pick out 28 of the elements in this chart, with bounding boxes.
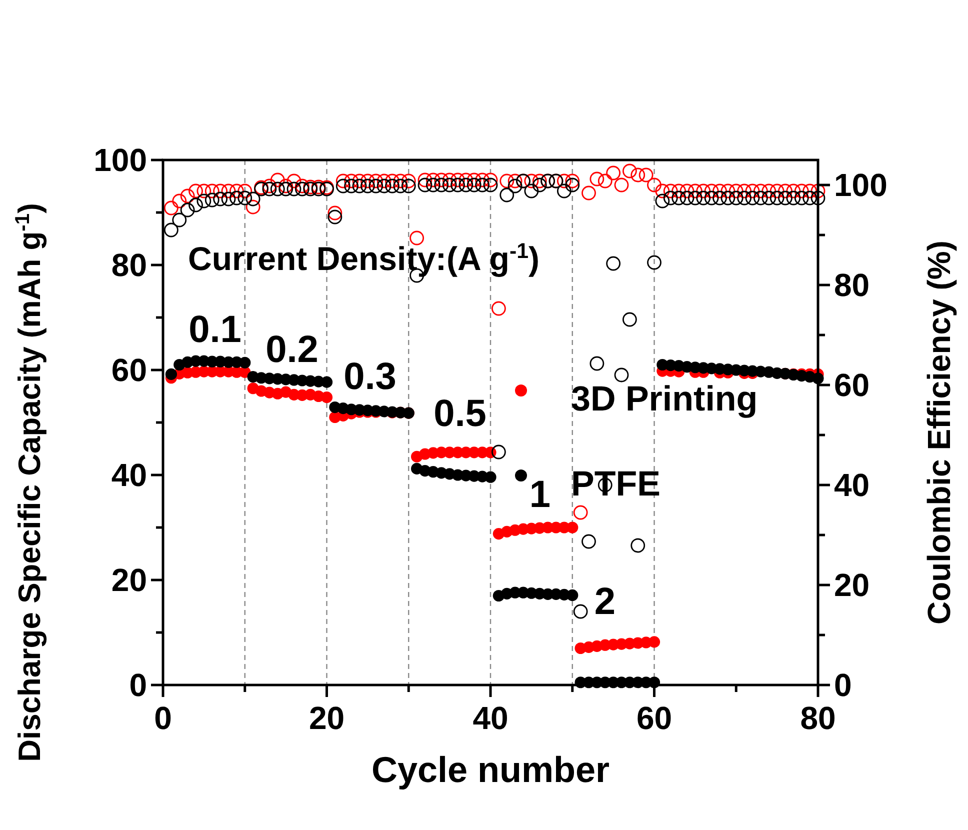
annotation: 0.5	[434, 393, 486, 435]
x-tick-label: 20	[308, 700, 345, 736]
y2-tick-label: 20	[834, 567, 870, 603]
y2-tick-label: 40	[834, 467, 870, 503]
y2-tick-label: 80	[834, 267, 870, 303]
y-tick-label: 20	[111, 562, 147, 598]
annotation: 0.3	[344, 356, 396, 398]
x-tick-label: 0	[154, 700, 172, 736]
x-tick-label: 60	[636, 700, 672, 736]
y2-tick-label: 60	[834, 367, 870, 403]
annotation: 0.1	[188, 309, 242, 351]
y-tick-label: 40	[111, 457, 147, 493]
y-tick-label: 80	[111, 247, 147, 283]
legend-label: 3D Printing	[571, 380, 758, 418]
y-tick-label: 0	[129, 667, 147, 703]
y2-tick-label: 100	[834, 167, 888, 203]
annotation: 2	[594, 581, 616, 623]
y-tick-label: 100	[94, 142, 147, 178]
annotation: 0.2	[266, 329, 318, 371]
x-tick-label: 40	[472, 700, 508, 736]
y-tick-label: 60	[111, 352, 147, 388]
annotation: 1	[529, 474, 551, 516]
x-tick-label: 80	[800, 700, 836, 736]
legend-label: PTFE	[571, 464, 660, 504]
x-axis-title: Cycle number	[371, 749, 610, 790]
annotation: Current Density:(A g$^{-1}$)	[188, 239, 540, 277]
y2-axis-title: Coulombic Efficiency (%)	[921, 240, 957, 625]
y2-tick-label: 0	[834, 667, 852, 703]
